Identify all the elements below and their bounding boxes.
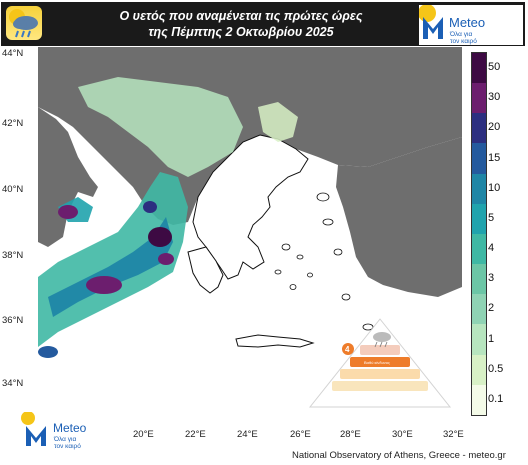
colorbar-tick-label: 30	[488, 91, 501, 104]
rainfall-map: 4 Βαθύ κίνδυνος	[38, 47, 462, 414]
lat-label-34: 34°N	[2, 378, 24, 389]
colorbar-tick-label: 2	[488, 302, 495, 315]
credit-text: National Observatory of Athens, Greece -…	[292, 450, 506, 461]
land-italy	[38, 107, 98, 247]
lat-label-36: 36°N	[2, 315, 24, 326]
colorbar-tick-label: 5	[488, 211, 495, 224]
lon-label-28: 28°E	[340, 429, 361, 440]
colorbar-segment	[472, 83, 486, 114]
lat-label-44: 44°N	[2, 48, 24, 59]
lon-label-24: 24°E	[237, 429, 258, 440]
svg-text:τον καιρό: τον καιρό	[54, 442, 81, 450]
lon-label-22: 22°E	[185, 429, 206, 440]
colorbar-tick-label: 1	[488, 332, 495, 345]
lat-label-42: 42°N	[2, 118, 24, 129]
svg-text:Όλα για: Όλα για	[53, 436, 76, 443]
colorbar-tick-label: 4	[488, 242, 495, 255]
colorbar-segment	[472, 143, 486, 174]
colorbar-segment	[472, 113, 486, 144]
colorbar-segment	[472, 384, 486, 415]
page-title: Ο υετός που αναμένεται τις πρώτες ώρες τ…	[61, 8, 421, 40]
lat-label-38: 38°N	[2, 250, 24, 261]
title-line-2: της Πέμπτης 2 Οκτωβρίου 2025	[148, 25, 334, 39]
rain-cloud-icon	[373, 332, 391, 348]
rain-area-light	[78, 77, 243, 177]
brand-name: Meteo	[449, 15, 485, 30]
svg-text:Meteo: Meteo	[53, 421, 87, 435]
weather-app-logo-icon	[6, 6, 42, 40]
lon-label-30: 30°E	[392, 429, 413, 440]
colorbar-tick-label: 50	[488, 61, 501, 74]
svg-text:τον καιρό: τον καιρό	[450, 37, 477, 45]
hazard-pyramid-badge: 4 Βαθύ κίνδυνος	[308, 318, 452, 408]
meteo-logo-top: Meteo Όλα για τον καιρό	[418, 4, 523, 45]
colorbar-tick-label: 15	[488, 151, 501, 164]
crete	[235, 334, 315, 348]
rain-cell-heavy-4	[158, 253, 174, 265]
hazard-level: 4	[345, 345, 350, 354]
lon-label-26: 26°E	[290, 429, 311, 440]
land-turkey	[336, 137, 462, 297]
rain-cell-heavy-2	[86, 276, 122, 294]
colorbar	[471, 52, 487, 416]
colorbar-segment	[472, 233, 486, 265]
lon-label-32: 32°E	[443, 429, 464, 440]
hazard-highlight: Βαθύ κίνδυνος	[364, 360, 390, 365]
colorbar-tick-label: 3	[488, 272, 495, 285]
colorbar-segment	[472, 264, 486, 295]
rain-cell-heavy-5	[143, 201, 157, 213]
header-bar: Ο υετός που αναμένεται τις πρώτες ώρες τ…	[1, 2, 525, 46]
rain-cell-south	[38, 346, 58, 358]
aegean-islands	[274, 192, 374, 331]
title-line-1: Ο υετός που αναμένεται τις πρώτες ώρες	[119, 9, 363, 23]
rain-band-core	[48, 217, 173, 317]
rain-cell-heavy-3	[148, 227, 172, 247]
meteo-logo-bottom: Meteo Όλα για τον καιρό	[20, 411, 130, 452]
colorbar-segment	[472, 324, 486, 355]
svg-text:Όλα για: Όλα για	[449, 31, 472, 38]
colorbar-segment	[472, 53, 486, 84]
lon-label-20: 20°E	[133, 429, 154, 440]
colorbar-segment	[472, 173, 486, 204]
rain-area-light-2	[258, 102, 298, 142]
peloponnese	[187, 246, 224, 294]
colorbar-tick-label: 10	[488, 181, 501, 194]
colorbar-tick-label: 0.5	[488, 362, 504, 375]
colorbar-segment	[472, 294, 486, 325]
colorbar-segment	[472, 203, 486, 234]
colorbar-tick-label: 20	[488, 121, 501, 134]
rain-cell-heavy-1	[58, 205, 78, 219]
colorbar-tick-label: 0.1	[488, 392, 504, 405]
lat-label-40: 40°N	[2, 184, 24, 195]
colorbar-segment	[472, 354, 486, 385]
